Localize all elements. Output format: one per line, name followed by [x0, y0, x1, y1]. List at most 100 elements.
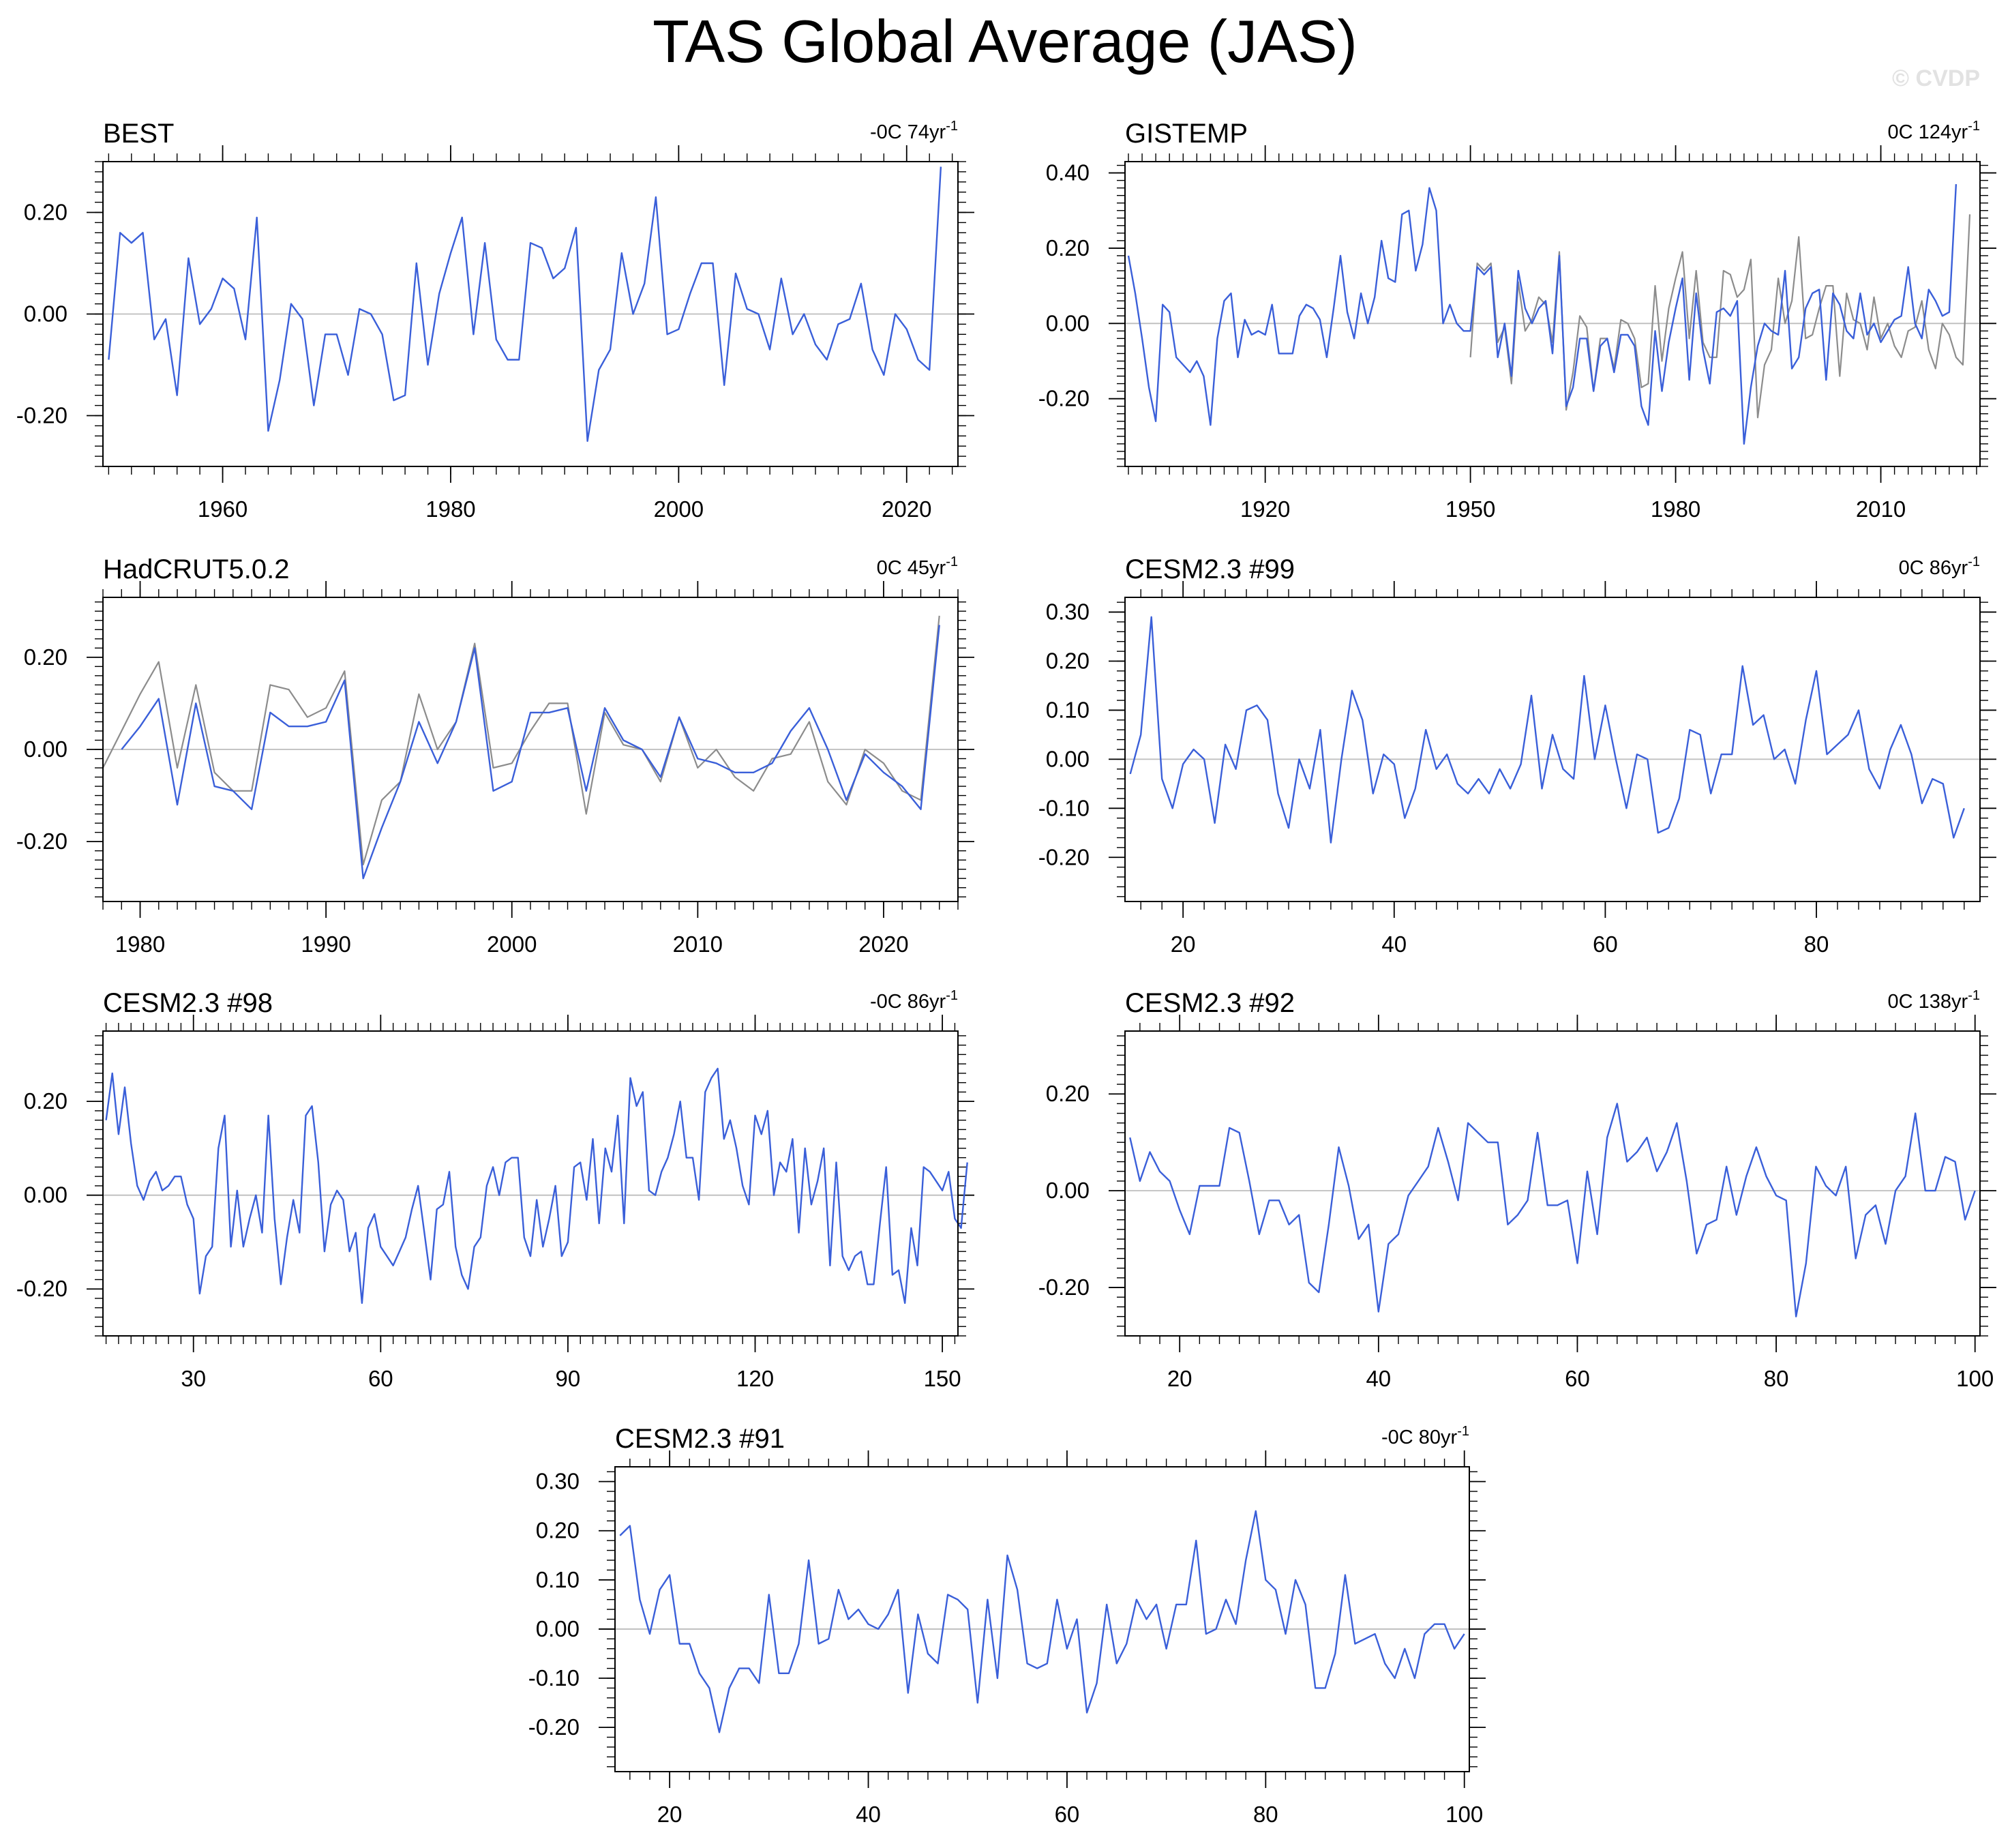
- x-tick-label: 120: [736, 1366, 774, 1391]
- panel-1: GISTEMP 0C 124yr-1 1920 1950 1980 2010 -0.20 0.…: [1038, 119, 1996, 522]
- trend-label: -0C 86yr-1: [870, 988, 958, 1013]
- panel-title: CESM2.3 #98: [103, 988, 273, 1018]
- x-tick-label: 2020: [858, 932, 908, 957]
- y-tick-label: -0.20: [16, 829, 68, 854]
- x-tick-label: 40: [1381, 932, 1407, 957]
- series-line-comparison: [102, 615, 940, 866]
- trend-label: 0C 45yr-1: [877, 554, 958, 579]
- x-tick-label: 80: [1253, 1802, 1278, 1827]
- x-tick-label: 1990: [301, 932, 350, 957]
- y-tick-label: -0.20: [1038, 844, 1090, 869]
- y-tick-label: 0.10: [1046, 697, 1090, 722]
- x-tick-label: 60: [1565, 1366, 1590, 1391]
- x-tick-label: 20: [1167, 1366, 1192, 1391]
- x-tick-label: 1980: [115, 932, 165, 957]
- panel-title: CESM2.3 #99: [1125, 554, 1295, 584]
- series-line-primary: [108, 166, 942, 442]
- y-tick-label: 0.00: [24, 736, 68, 762]
- x-tick-label: 1980: [1651, 496, 1700, 522]
- y-tick-label: -0.10: [1038, 795, 1090, 820]
- panel-title: GISTEMP: [1125, 119, 1248, 149]
- y-tick-label: 0.10: [536, 1567, 580, 1592]
- trend-superscript: -1: [946, 119, 958, 134]
- trend-text: -0C 74yr: [870, 121, 946, 143]
- x-tick-label: 40: [1366, 1366, 1391, 1391]
- series-line-primary: [619, 1510, 1465, 1733]
- plot-frame: [102, 597, 959, 902]
- x-tick-label: 2000: [654, 496, 704, 522]
- trend-label: 0C 124yr-1: [1888, 119, 1980, 143]
- x-tick-label: 1920: [1240, 496, 1290, 522]
- x-tick-label: 100: [1956, 1366, 1994, 1391]
- y-tick-label: -0.20: [528, 1714, 580, 1740]
- y-tick-label: 0.40: [1046, 160, 1090, 185]
- trend-label: 0C 86yr-1: [1899, 554, 1980, 579]
- plot-frame: [102, 1030, 959, 1337]
- plot-frame: [1124, 597, 1981, 902]
- trend-superscript: -1: [946, 988, 958, 1003]
- trend-superscript: -1: [1968, 554, 1980, 569]
- x-tick-label: 80: [1804, 932, 1829, 957]
- x-tick-label: 60: [1055, 1802, 1080, 1827]
- copyright-watermark: © CVDP: [1892, 65, 1980, 91]
- y-tick-label: 0.20: [24, 644, 68, 670]
- x-tick-label: 150: [924, 1366, 961, 1391]
- x-tick-label: 1980: [425, 496, 475, 522]
- x-tick-label: 20: [1171, 932, 1196, 957]
- trend-text: 0C 86yr: [1899, 557, 1968, 579]
- x-tick-label: 2010: [1856, 496, 1906, 522]
- x-tick-label: 1950: [1445, 496, 1495, 522]
- y-tick-label: -0.20: [16, 403, 68, 428]
- x-tick-label: 60: [1593, 932, 1618, 957]
- x-tick-label: 2020: [882, 496, 931, 522]
- x-tick-label: 100: [1445, 1802, 1483, 1827]
- series-line-comparison: [1469, 214, 1971, 419]
- panel-title: HadCRUT5.0.2: [103, 554, 289, 584]
- trend-text: -0C 86yr: [870, 991, 946, 1013]
- y-tick-label: 0.00: [1046, 310, 1090, 336]
- y-tick-label: -0.20: [1038, 386, 1090, 411]
- trend-text: -0C 80yr: [1381, 1427, 1458, 1448]
- trend-label: -0C 80yr-1: [1381, 1424, 1469, 1448]
- y-tick-label: -0.10: [528, 1665, 580, 1690]
- x-tick-label: 40: [856, 1802, 881, 1827]
- panel-2: HadCRUT5.0.2 0C 45yr-1 1980 1990 2000 2010 202…: [16, 554, 974, 957]
- panel-6: CESM2.3 #91 -0C 80yr-1 20 40 60 80 100 -0.20 -0.…: [528, 1424, 1486, 1827]
- y-tick-label: 0.20: [24, 200, 68, 225]
- plot-frame: [1124, 161, 1981, 467]
- trend-label: -0C 74yr-1: [870, 119, 958, 143]
- panel-5: CESM2.3 #92 0C 138yr-1 20 40 60 80 100 -0.20 0.0…: [1038, 988, 1996, 1391]
- y-tick-label: -0.20: [1038, 1275, 1090, 1300]
- trend-superscript: -1: [1968, 988, 1980, 1003]
- series-line-primary: [105, 1067, 968, 1305]
- plot-frame: [102, 161, 959, 467]
- panel-3: CESM2.3 #99 0C 86yr-1 20 40 60 80 -0.20 -0.10 0.…: [1038, 554, 1996, 957]
- y-tick-label: -0.20: [16, 1276, 68, 1301]
- trend-text: 0C 124yr: [1888, 121, 1968, 143]
- x-tick-label: 90: [556, 1366, 581, 1391]
- y-tick-label: 0.00: [536, 1616, 580, 1641]
- trend-superscript: -1: [1457, 1424, 1469, 1439]
- y-tick-label: 0.30: [536, 1469, 580, 1494]
- panel-title: CESM2.3 #91: [615, 1424, 785, 1454]
- page-title: TAS Global Average (JAS): [652, 8, 1358, 75]
- series-line-primary: [1127, 184, 1957, 445]
- trend-text: 0C 45yr: [877, 557, 946, 579]
- y-tick-label: 0.20: [536, 1518, 580, 1543]
- y-tick-label: 0.00: [1046, 1178, 1090, 1203]
- panel-title: BEST: [103, 119, 174, 149]
- x-tick-label: 1960: [198, 496, 247, 522]
- trend-text: 0C 138yr: [1888, 991, 1968, 1013]
- x-tick-label: 60: [368, 1366, 393, 1391]
- series-line-primary: [1129, 616, 1965, 844]
- x-tick-label: 30: [181, 1366, 206, 1391]
- panel-0: BEST -0C 74yr-1 1960 1980 2000 2020 -0.20 0.00 0…: [16, 119, 974, 522]
- trend-label: 0C 138yr-1: [1888, 988, 1980, 1013]
- x-tick-label: 2000: [487, 932, 537, 957]
- y-tick-label: 0.20: [1046, 1081, 1090, 1106]
- panel-4: CESM2.3 #98 -0C 86yr-1 30 60 90 120 150 -0.20 0.…: [16, 988, 974, 1391]
- plot-frame: [1124, 1030, 1981, 1337]
- x-tick-label: 80: [1764, 1366, 1789, 1391]
- panel-title: CESM2.3 #92: [1125, 988, 1295, 1018]
